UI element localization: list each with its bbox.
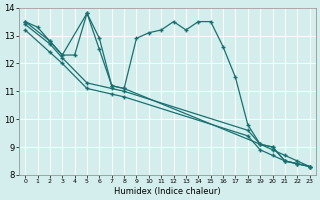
X-axis label: Humidex (Indice chaleur): Humidex (Indice chaleur) [114,187,221,196]
